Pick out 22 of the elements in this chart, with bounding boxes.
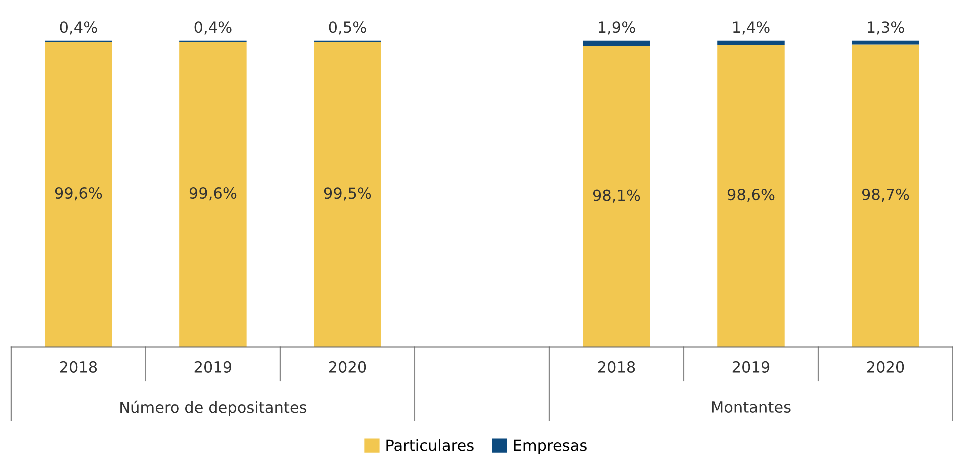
data-label: 98,1% bbox=[593, 190, 640, 203]
x-tick-label: 2019 bbox=[732, 361, 770, 373]
data-label: 1,9% bbox=[599, 22, 636, 35]
data-label: 98,6% bbox=[728, 189, 775, 202]
data-label: 99,6% bbox=[190, 187, 237, 201]
x-tick-label: 2020 bbox=[329, 361, 366, 373]
legend-label: Empresas bbox=[514, 440, 587, 454]
data-label: 0,4% bbox=[194, 22, 232, 35]
data-label: 1,4% bbox=[734, 22, 770, 35]
text: Número de depositantes bbox=[120, 400, 307, 416]
x-tick-label: 2019 bbox=[194, 361, 232, 373]
data-label: 99,5% bbox=[324, 188, 372, 201]
x-tick-label: 2020 bbox=[867, 361, 904, 373]
data-label: 0,4% bbox=[60, 22, 98, 35]
data-label: 1,3% bbox=[868, 22, 904, 35]
data-label: 0,5% bbox=[329, 22, 366, 35]
x-tick-label: 2018 bbox=[60, 361, 98, 373]
data-label: 99,6% bbox=[55, 187, 102, 201]
legend-label: Particulares bbox=[386, 439, 474, 452]
text: Montantes bbox=[712, 402, 791, 413]
x-tick-label: 2018 bbox=[598, 361, 636, 373]
data-label: 98,7% bbox=[862, 188, 910, 202]
